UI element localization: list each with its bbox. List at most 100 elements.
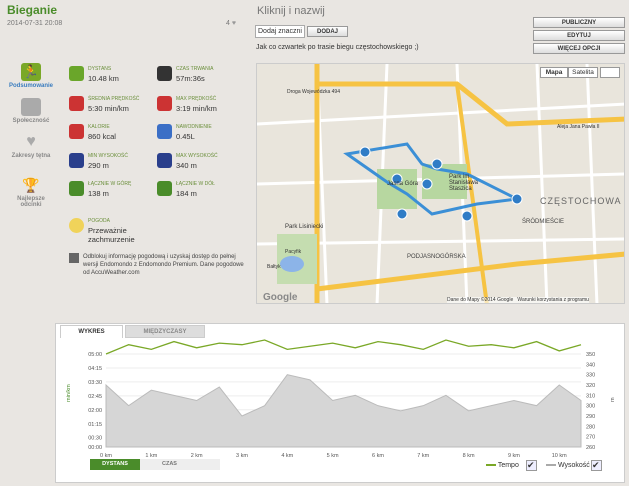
mountain-high-icon — [157, 153, 172, 168]
x-tick: 7 km — [417, 453, 429, 459]
map-label-jasna-gora: Jasna Góra — [387, 181, 419, 187]
activity-date: 2014-07-31 20:08 — [7, 20, 63, 27]
legend-tempo: Tempo — [486, 462, 519, 469]
arrow-up-icon — [69, 181, 84, 196]
y-left-tick: 00:30 — [88, 436, 102, 442]
map-label-pacyfik: Pacyfik — [285, 249, 302, 255]
stopwatch-icon — [157, 66, 172, 81]
heart-icon: ♥ — [231, 20, 237, 27]
x-tick: 9 km — [508, 453, 520, 459]
map-label-park-lisiniecki: Park Lisiniecki — [285, 224, 324, 230]
activity-description: Jak co czwartek po trasie biegu częstoch… — [256, 44, 419, 51]
edit-button[interactable]: EDYTUJ — [533, 30, 625, 41]
y-left-tick: 02:45 — [88, 394, 102, 400]
y-right-tick: 300 — [586, 404, 595, 410]
toggle-distance[interactable]: DYSTANS — [90, 459, 140, 470]
more-options-button[interactable]: WIĘCEJ OPCJI — [533, 43, 625, 54]
pace-elevation-chart[interactable]: 00:00 00:30 01:15 02:00 02:45 03:30 04:15 05:00… — [56, 324, 626, 484]
stat-arrow-up: ŁĄCZNIE W GÓRĘ 138 m — [69, 181, 131, 198]
map-copyright: Dane do Mapy ©2014 Google Warunki korzys… — [447, 297, 589, 303]
heart-icon: ♥ — [26, 133, 36, 150]
stat-mountain-high: MAX WYSOKOŚĆ 340 m — [157, 153, 218, 170]
likes-count[interactable]: 4 ♥ — [226, 20, 237, 27]
x-tick: 3 km — [236, 453, 248, 459]
stat-stopwatch: CZAS TRWANIA 57m:36s — [157, 66, 213, 83]
speedometer-icon — [69, 96, 84, 111]
x-tick: 6 km — [372, 453, 384, 459]
y-left-tick: 05:00 — [88, 352, 102, 358]
people-icon — [21, 98, 41, 116]
y-left-tick: 00:00 — [88, 445, 102, 451]
city-label: CZĘSTOCHOWA — [540, 196, 622, 206]
route-map[interactable]: Mapa Satelita CZĘSTOCHOWA Google Dane do… — [256, 63, 625, 304]
y-right-tick: 280 — [586, 424, 595, 430]
y-right-tick: 290 — [586, 414, 595, 420]
sidebar-item-best-laps[interactable]: 🏆 Najlepsze odcinki — [17, 177, 45, 208]
stat-flame: KALORIE 860 kcal — [69, 124, 116, 141]
x-tick: 5 km — [327, 453, 339, 459]
satellite-type-button[interactable]: Satelita — [568, 67, 598, 78]
y-right-tick: 310 — [586, 393, 595, 399]
tab-splits[interactable]: MIĘDZYCZASY — [125, 325, 205, 338]
y-right-tick: 270 — [586, 435, 595, 441]
sidebar-item-social[interactable]: Społeczność — [6, 98, 56, 124]
flame-icon — [69, 124, 84, 139]
activity-title: Bieganie — [7, 3, 58, 17]
x-tick: 8 km — [463, 453, 475, 459]
image-icon — [69, 253, 79, 263]
google-logo: Google — [263, 292, 298, 303]
tag-input[interactable]: Dodaj znaczni — [255, 25, 305, 38]
y-right-label: m — [610, 397, 616, 402]
map-label-podjasnogorska: PODJASNOGÓRSKA — [407, 254, 466, 260]
y-right-tick: 350 — [586, 352, 595, 358]
y-right-tick: 260 — [586, 445, 595, 451]
x-tick: 10 km — [552, 453, 567, 459]
map-label-srodmiescie: ŚRÓDMIEŚCIE — [522, 219, 565, 225]
map-canvas[interactable] — [257, 64, 625, 304]
y-left-label: min/km — [66, 384, 72, 402]
trophy-icon: 🏆 — [22, 177, 40, 193]
public-button[interactable]: PUBLICZNY — [533, 17, 625, 28]
sidebar-item-summary[interactable]: 🏃 Podsumowanie — [8, 63, 53, 89]
tempo-checkbox[interactable]: ✔ — [526, 460, 537, 471]
stat-gauge: MAX PRĘDKOŚĆ 3:19 min/km — [157, 96, 217, 113]
stat-arrow-down: ŁĄCZNIE W DÓŁ 184 m — [157, 181, 215, 198]
y-left-tick: 02:00 — [88, 408, 102, 414]
weather-block: POGODA Przeważnie zachmurzenie — [69, 218, 148, 244]
y-right-tick: 320 — [586, 383, 595, 389]
elevation-checkbox[interactable]: ✔ — [591, 460, 602, 471]
legend-wysokosc: Wysokość — [546, 462, 590, 469]
y-left-tick: 03:30 — [88, 380, 102, 386]
water-drop-icon — [157, 124, 172, 139]
map-label-droga: Droga Wojewódzka 494 — [287, 89, 340, 95]
runner-icon: 🏃 — [21, 63, 41, 81]
weather-premium-note: Odblokuj informację pogodową i uzyskaj d… — [69, 253, 244, 277]
gauge-icon — [157, 96, 172, 111]
x-tick: 1 km — [145, 453, 157, 459]
x-tick: 0 km — [100, 453, 112, 459]
stat-mountain-low: MIN WYSOKOŚĆ 290 m — [69, 153, 128, 170]
y-left-tick: 04:15 — [88, 366, 102, 372]
map-label-park: Park im Stanisława Staszica — [449, 174, 479, 192]
x-tick: 4 km — [281, 453, 293, 459]
sidebar-item-heart-zones[interactable]: ♥ Zakresy tętna — [11, 133, 51, 159]
cloud-sun-icon — [69, 218, 84, 233]
tab-chart[interactable]: WYKRES — [60, 325, 123, 338]
y-right-tick: 340 — [586, 362, 595, 368]
fullscreen-button[interactable] — [600, 67, 620, 78]
arrow-down-icon — [157, 181, 172, 196]
x-tick: 2 km — [191, 453, 203, 459]
tempo-series — [105, 339, 582, 355]
map-label-baltyk: Bałtyk — [267, 264, 281, 270]
chart-panel: WYKRES MIĘDZYCZASY 00:00 00:30 01:15 02:00 0… — [55, 323, 625, 483]
elevation-series — [105, 374, 582, 448]
ruler-icon — [69, 66, 84, 81]
map-type-button[interactable]: Mapa — [540, 67, 568, 78]
name-prompt[interactable]: Kliknij i nazwij — [257, 5, 325, 17]
y-right-tick: 330 — [586, 373, 595, 379]
stat-water-drop: NAWODNIENIE 0.45L — [157, 124, 212, 141]
map-label-jana-pawla: Aleja Jana Pawła II — [557, 124, 600, 130]
toggle-time[interactable]: CZAS — [140, 459, 220, 470]
mountain-low-icon — [69, 153, 84, 168]
add-tag-button[interactable]: DODAJ — [307, 26, 348, 37]
